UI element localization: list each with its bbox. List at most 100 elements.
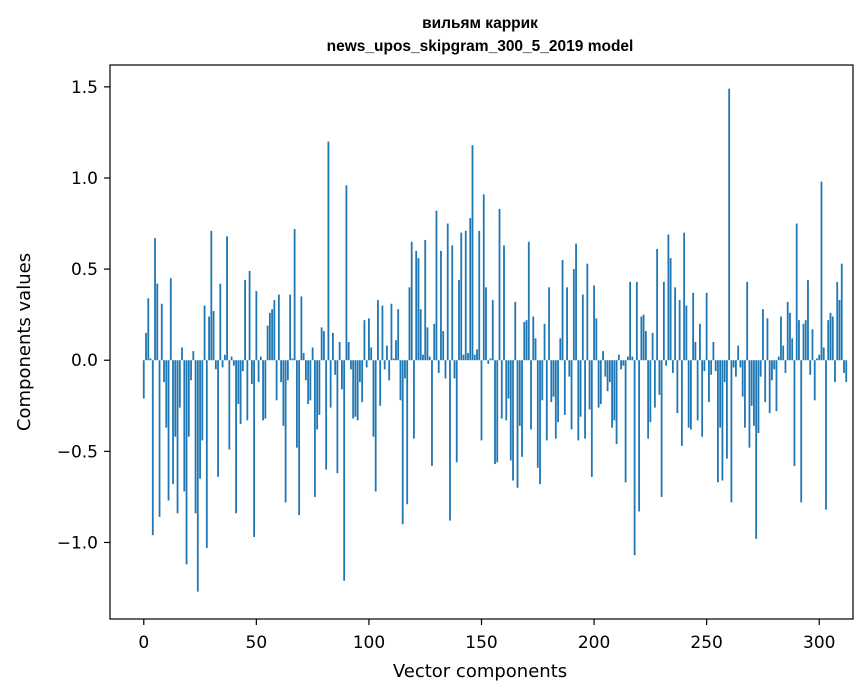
bar [680,360,683,446]
bar [780,316,782,361]
bar [194,360,197,514]
bar [503,245,505,361]
bar [172,360,174,485]
bar [286,360,289,381]
bar [361,360,364,403]
bar [696,360,699,421]
bar [190,360,192,381]
bar [586,263,589,361]
bar [329,360,332,408]
bar [507,360,510,399]
bar [608,360,611,383]
bar [291,358,294,361]
bar [728,88,731,361]
bar [845,360,848,383]
bar [309,360,312,401]
bar [304,360,307,381]
bar [665,360,668,366]
bar [264,360,267,419]
bar [635,281,638,361]
bar [617,354,620,361]
bar [289,294,292,361]
bar [500,360,503,419]
bar [494,360,496,465]
bar [183,360,186,492]
x-tick-label: 300 [803,633,835,653]
bar [678,300,681,361]
bar [775,360,778,412]
bar [593,285,595,361]
bar [532,316,535,361]
bar [248,270,251,361]
bar [509,360,512,461]
bar [388,360,391,381]
bar [590,360,593,477]
bar [795,223,798,361]
bar [813,360,816,401]
bar [325,360,328,470]
bar [332,332,334,361]
bar [714,360,717,372]
bar [322,331,325,361]
bar [701,360,704,437]
bar [327,141,330,361]
y-tick-label: 1.0 [71,169,98,189]
bar [676,360,679,414]
bar [757,360,760,434]
bar [372,360,375,437]
bar [381,305,384,361]
bar [163,360,165,383]
bar [313,360,316,497]
bar [343,360,346,581]
bar [615,360,618,445]
bar [739,360,742,368]
bar [530,360,532,430]
bar [843,360,845,373]
bar [217,360,219,477]
bar [176,360,179,514]
bar [374,360,377,492]
bar [259,356,262,361]
bar [534,338,537,361]
bar [723,360,726,383]
bar [633,360,636,556]
bar [453,360,456,379]
bar [282,360,285,426]
bar [744,360,746,428]
bar [602,351,604,361]
bar [620,360,622,370]
bar [437,360,440,373]
bar [266,325,269,361]
bar [622,360,625,366]
bar [253,360,255,537]
bar [710,360,713,375]
bar [838,300,841,361]
bar [543,323,546,361]
bar [428,356,431,361]
bar [284,360,287,503]
bar [203,305,206,361]
bar [370,347,373,361]
bar [831,316,834,361]
bar [653,360,656,408]
y-axis-label: Components values [14,253,35,431]
x-axis-ticks: 0 50 100 150 200 250 300 [138,619,835,653]
bar [235,360,237,514]
bar [379,360,382,406]
bar [809,360,812,375]
bar [187,360,190,437]
bar [687,360,690,428]
bar [415,250,418,361]
bar [685,305,688,361]
bar [552,360,555,397]
bar [660,360,663,497]
bar [773,360,776,370]
bar [478,230,481,361]
bar [250,360,253,384]
bar [223,354,226,361]
bar [523,321,526,361]
bar [426,327,429,361]
bar [365,360,368,368]
bar [649,360,652,423]
